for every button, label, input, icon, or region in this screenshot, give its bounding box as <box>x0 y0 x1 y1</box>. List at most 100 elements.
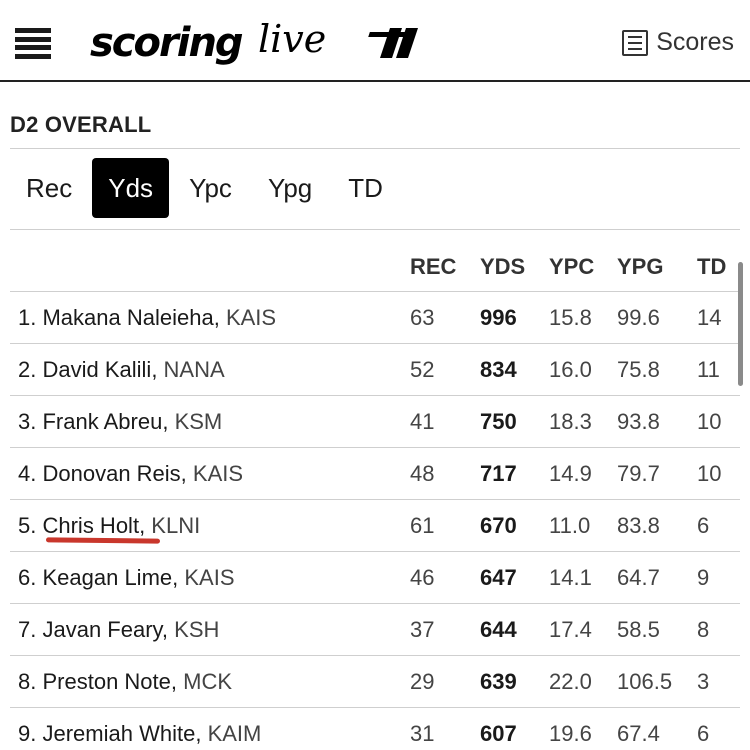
rec-value: 52 <box>410 357 435 382</box>
team-code: KAIS <box>225 305 277 330</box>
yds-value: 607 <box>480 721 517 746</box>
table-row: 5. Chris Holt, KLNI 61 670 11.0 83.8 6 <box>10 500 740 552</box>
player-name-link[interactable]: Frank Abreu <box>42 409 163 434</box>
table-row: 7. Javan Feary, KSH 37 644 17.4 58.5 8 <box>10 604 740 656</box>
td-value: 6 <box>697 721 710 746</box>
column-header-td[interactable]: TD <box>697 254 727 279</box>
player-name-link[interactable]: Keagan Lime <box>42 565 173 590</box>
td-value: 10 <box>697 461 722 486</box>
player-name-link[interactable]: Javan Feary <box>42 617 162 642</box>
stat-tabs: Rec Yds Ypc Ypg TD <box>10 158 403 218</box>
ypg-value: 58.5 <box>617 617 660 642</box>
player-cell: 9. Jeremiah White, KAIM <box>18 721 262 746</box>
ypc-value: 11.0 <box>549 513 591 538</box>
player-name-link[interactable]: David Kalili <box>42 357 152 382</box>
ypc-value: 16.0 <box>549 357 592 382</box>
column-header-yds[interactable]: YDS <box>480 254 526 279</box>
tab-td[interactable]: TD <box>348 172 383 203</box>
player-cell: 2. David Kalili, NANA <box>18 357 225 382</box>
player-name-link[interactable]: Jeremiah White <box>42 721 196 746</box>
yds-value: 644 <box>480 617 517 642</box>
table-row: 4. Donovan Reis, KAIS 48 717 14.9 79.7 10 <box>10 448 740 500</box>
player-cell: 3. Frank Abreu, KSM <box>18 409 223 434</box>
table-row: 1. Makana Naleieha, KAIS 63 996 15.8 99.6 14 <box>10 292 740 344</box>
svg-text:live: live <box>258 17 326 61</box>
scores-link[interactable]: Scores <box>622 28 734 57</box>
rec-value: 29 <box>410 669 435 694</box>
player-cell: 1. Makana Naleieha, KAIS <box>18 305 277 330</box>
yds-value: 717 <box>480 461 517 486</box>
td-value: 10 <box>697 409 722 434</box>
team-code: KSH <box>174 617 220 642</box>
rank: 3. <box>18 409 37 434</box>
team-code: KSM <box>174 409 223 434</box>
svg-text:scoring: scoring <box>90 20 243 66</box>
column-header-rec[interactable]: REC <box>410 254 457 279</box>
rank: 9. <box>18 721 37 746</box>
player-cell: 5. Chris Holt, KLNI <box>18 513 201 538</box>
app-header: scoring live Scores <box>0 0 750 82</box>
player-name-link[interactable]: Donovan Reis <box>42 461 181 486</box>
scrollbar[interactable] <box>738 262 743 386</box>
ypc-value: 15.8 <box>549 305 592 330</box>
yds-value: 639 <box>480 669 517 694</box>
player-name-link[interactable]: Preston Note <box>42 669 171 694</box>
ypg-value: 93.8 <box>617 409 660 434</box>
yds-value: 834 <box>480 357 517 382</box>
player-name-link[interactable]: Makana Naleieha <box>42 305 214 330</box>
td-value: 3 <box>697 669 710 694</box>
scoringlive-logo[interactable]: scoring live <box>90 10 430 72</box>
tab-ypg[interactable]: Ypg <box>267 172 313 203</box>
rec-value: 31 <box>410 721 435 746</box>
team-code: MCK <box>183 669 233 694</box>
table-row: 2. David Kalili, NANA 52 834 16.0 75.8 11 <box>10 344 740 396</box>
ypc-value: 14.9 <box>549 461 592 486</box>
rank: 7. <box>18 617 37 642</box>
ypg-value: 83.8 <box>617 513 660 538</box>
player-cell: 4. Donovan Reis, KAIS <box>18 461 244 486</box>
yds-value: 996 <box>480 305 517 330</box>
table-row: 3. Frank Abreu, KSM 41 750 18.3 93.8 10 <box>10 396 740 448</box>
tab-rec[interactable]: Rec <box>26 172 73 203</box>
rec-value: 61 <box>410 513 435 538</box>
rank: 2. <box>18 357 37 382</box>
team-code: KAIM <box>207 721 262 746</box>
rec-value: 48 <box>410 461 435 486</box>
scores-label: Scores <box>656 28 734 56</box>
rank: 6. <box>18 565 37 590</box>
table-row: 9. Jeremiah White, KAIM 31 607 19.6 67.4 6 <box>10 708 740 750</box>
team-code: KAIS <box>192 461 244 486</box>
rec-value: 41 <box>410 409 435 434</box>
rank: 4. <box>18 461 37 486</box>
rec-value: 46 <box>410 565 435 590</box>
yds-value: 750 <box>480 409 517 434</box>
team-code: KAIS <box>184 565 235 590</box>
td-value: 14 <box>697 305 722 330</box>
ypc-value: 14.1 <box>549 565 592 590</box>
rank: 8. <box>18 669 37 694</box>
team-code: NANA <box>163 357 225 382</box>
player-cell: 7. Javan Feary, KSH <box>18 617 220 642</box>
table-header: REC YDS YPC YPG TD <box>10 242 740 292</box>
player-cell: 8. Preston Note, MCK <box>18 669 233 694</box>
tab-ypc[interactable]: Ypc <box>189 172 232 203</box>
divider <box>10 229 740 230</box>
column-header-ypg[interactable]: YPG <box>617 254 664 279</box>
ypc-value: 17.4 <box>549 617 592 642</box>
ypc-value: 19.6 <box>549 721 592 746</box>
td-value: 11 <box>697 357 720 382</box>
hamburger-icon[interactable] <box>15 28 51 59</box>
column-header-ypc[interactable]: YPC <box>549 254 595 279</box>
ypg-value: 79.7 <box>617 461 660 486</box>
rank: 5. <box>18 513 37 538</box>
yds-value: 647 <box>480 565 517 590</box>
yds-value: 670 <box>480 513 517 538</box>
ypc-value: 22.0 <box>549 669 592 694</box>
td-value: 9 <box>697 565 710 590</box>
tab-yds[interactable]: Yds <box>92 158 170 218</box>
ypg-value: 106.5 <box>617 669 673 694</box>
player-name-link[interactable]: Chris Holt <box>42 513 140 538</box>
td-value: 8 <box>697 617 710 642</box>
leaders-table: REC YDS YPC YPG TD 1. Makana Naleieha, K… <box>10 242 740 750</box>
ypc-value: 18.3 <box>549 409 592 434</box>
